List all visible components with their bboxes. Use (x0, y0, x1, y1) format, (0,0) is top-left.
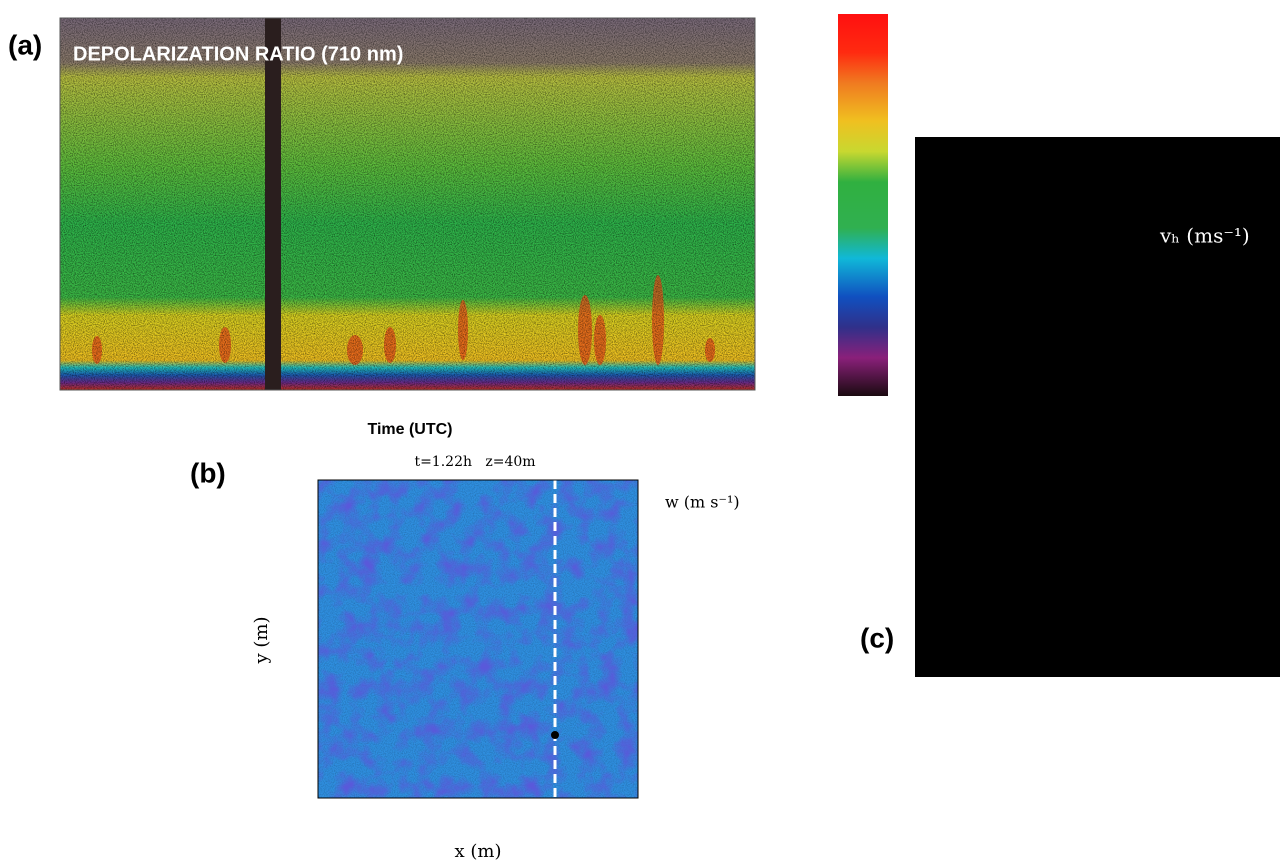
colorbar-title: w (m s⁻¹) (665, 493, 740, 512)
panel-label: (c) (860, 622, 894, 653)
colorbar (838, 14, 888, 396)
noise (318, 480, 638, 798)
title: DEPOLARIZATION RATIO (710 nm) (73, 43, 403, 65)
x-axis-label: Time (UTC) (367, 421, 452, 438)
y-axis-label: y (m) (251, 616, 272, 664)
gap-bar (265, 18, 281, 390)
colorbar-title: vₕ (ms⁻¹) (1159, 224, 1250, 248)
background (915, 137, 1280, 677)
panel-label: (b) (190, 457, 226, 488)
marker (551, 731, 559, 739)
noise (60, 18, 755, 390)
frame (59, 17, 756, 391)
title: t=1.22h z=40m (414, 454, 535, 470)
frame (317, 479, 639, 799)
x-axis-label: x (m) (455, 841, 502, 861)
panel-label: (a) (8, 29, 42, 60)
